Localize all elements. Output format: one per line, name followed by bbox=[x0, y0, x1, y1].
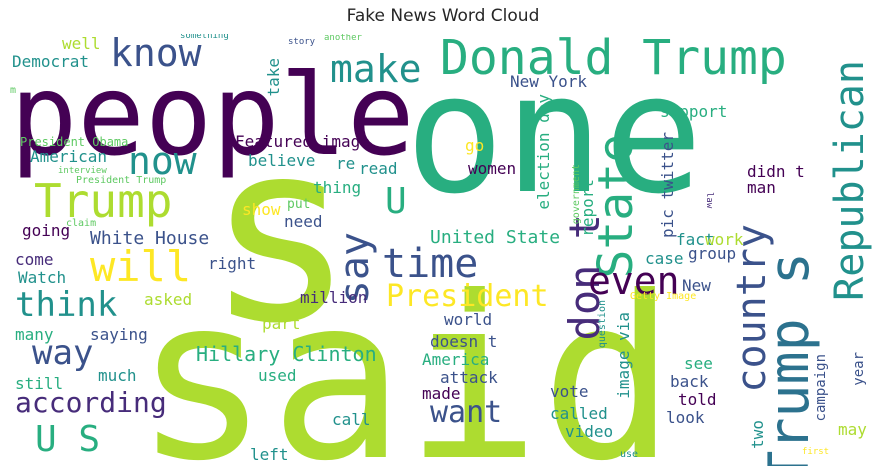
cloud-word-go: go bbox=[465, 136, 485, 155]
cloud-word-first: first bbox=[802, 447, 830, 457]
cloud-word-make: make bbox=[330, 47, 422, 91]
cloud-word-white-house: White House bbox=[90, 228, 210, 249]
cloud-word-vote: vote bbox=[550, 382, 589, 401]
cloud-word-take: take bbox=[264, 58, 283, 97]
cloud-word-video: video bbox=[565, 422, 614, 441]
cloud-word-come: come bbox=[15, 250, 54, 269]
cloud-word-asked: asked bbox=[144, 290, 193, 309]
cloud-word-look: look bbox=[666, 408, 705, 427]
cloud-word-s: s bbox=[205, 87, 356, 378]
cloud-word-part: part bbox=[262, 314, 301, 333]
cloud-word-much: much bbox=[98, 366, 137, 385]
cloud-word-image-via: image via bbox=[614, 312, 633, 399]
cloud-word-going: going bbox=[22, 221, 71, 240]
cloud-word-campaign: campaign bbox=[813, 354, 829, 422]
cloud-word-question: question bbox=[597, 300, 608, 349]
cloud-word-man: man bbox=[747, 178, 776, 197]
cloud-word-president: President bbox=[386, 279, 549, 314]
cloud-word-want: want bbox=[430, 395, 503, 430]
cloud-word-will: will bbox=[90, 242, 192, 291]
cloud-word-claim: claim bbox=[66, 218, 97, 229]
cloud-word-now: now bbox=[128, 139, 197, 183]
cloud-word-said: said bbox=[134, 249, 676, 467]
cloud-word-democrat: Democrat bbox=[12, 52, 90, 71]
cloud-word-saying: saying bbox=[90, 325, 148, 344]
cloud-word-story: story bbox=[288, 37, 316, 47]
cloud-word-women: women bbox=[468, 159, 517, 178]
cloud-word-right: right bbox=[208, 254, 257, 273]
cloud-word-read: read bbox=[359, 159, 398, 178]
cloud-word-know: know bbox=[110, 34, 202, 75]
cloud-word-left: left bbox=[250, 445, 289, 464]
cloud-word-even: even bbox=[588, 259, 680, 303]
cloud-word-united-state: United State bbox=[430, 227, 561, 248]
cloud-word-well: well bbox=[62, 34, 101, 53]
cloud-word-re: re bbox=[336, 154, 356, 173]
cloud-word-think: think bbox=[15, 285, 118, 325]
cloud-word-pic-twitter: pic twitter bbox=[658, 132, 677, 238]
cloud-word-made: made bbox=[422, 384, 461, 403]
cloud-word-support: support bbox=[660, 102, 728, 121]
cloud-word-report: report bbox=[578, 179, 597, 237]
cloud-word-still: still bbox=[15, 374, 64, 393]
cloud-word-called: called bbox=[550, 404, 608, 423]
cloud-word-fact: fact bbox=[676, 230, 715, 249]
cloud-word-u: U bbox=[385, 181, 407, 222]
cloud-word-country: country bbox=[729, 224, 775, 393]
cloud-word-world: world bbox=[444, 310, 493, 329]
cloud-word-donald-trump: Donald Trump bbox=[440, 34, 787, 86]
cloud-word-use: use bbox=[620, 449, 639, 460]
cloud-word-may: may bbox=[838, 420, 867, 439]
cloud-word-thing: thing bbox=[313, 178, 362, 197]
cloud-word-election-day: election day bbox=[534, 94, 553, 210]
cloud-word-president-trump: President Trump bbox=[76, 175, 167, 186]
cloud-word-interview: interview bbox=[58, 166, 107, 176]
cloud-word-two: two bbox=[748, 420, 767, 449]
cloud-word-see: see bbox=[684, 354, 713, 373]
cloud-word-m: m bbox=[10, 85, 17, 96]
figure-title: Fake News Word Cloud bbox=[346, 6, 540, 26]
cloud-word-work: work bbox=[705, 230, 744, 249]
cloud-word-featured-image: Featured image bbox=[235, 132, 370, 151]
cloud-word-didnt: didn t bbox=[747, 162, 805, 181]
word-cloud-canvas: said s one people Donald Trump Trump Trump s kn… bbox=[10, 34, 876, 466]
cloud-word-president-obama: President Obama bbox=[20, 135, 129, 149]
cloud-word-republican: Republican bbox=[827, 60, 873, 301]
cloud-word-hillary-clinton: Hillary Clinton bbox=[196, 342, 377, 366]
cloud-word-trump-big: Trump bbox=[34, 174, 173, 228]
cloud-word-new: New bbox=[682, 276, 711, 295]
cloud-word-people: people bbox=[10, 51, 415, 181]
cloud-word-used: used bbox=[258, 366, 297, 385]
cloud-word-us: U S bbox=[35, 419, 101, 460]
cloud-word-back: back bbox=[670, 372, 709, 391]
cloud-word-million: million bbox=[300, 288, 368, 307]
cloud-word-watch: Watch bbox=[18, 268, 67, 287]
cloud-word-many: many bbox=[15, 325, 54, 344]
cloud-word-america: America bbox=[422, 350, 490, 369]
cloud-word-attack: attack bbox=[440, 368, 498, 387]
cloud-word-show: show bbox=[242, 200, 281, 219]
cloud-word-law: law bbox=[704, 192, 714, 209]
cloud-word-put: put bbox=[287, 197, 311, 212]
cloud-word-another: another bbox=[324, 34, 362, 43]
cloud-word-group: group bbox=[688, 244, 737, 263]
cloud-word-time: time bbox=[382, 241, 479, 287]
cloud-word-something: something bbox=[180, 34, 229, 41]
cloud-word-case: case bbox=[645, 249, 684, 268]
cloud-word-american: American bbox=[30, 147, 108, 166]
cloud-word-way: way bbox=[32, 333, 94, 373]
cloud-word-need: need bbox=[284, 212, 323, 231]
cloud-word-doesnt: doesn t bbox=[430, 332, 498, 351]
cloud-word-year: year bbox=[851, 352, 867, 386]
cloud-word-believe: believe bbox=[248, 151, 316, 170]
cloud-word-according: according bbox=[15, 386, 167, 419]
cloud-word-call: call bbox=[332, 410, 371, 429]
cloud-word-getty-image: Getty Image bbox=[630, 291, 697, 302]
cloud-word-one: one bbox=[405, 38, 704, 230]
cloud-word-new-york: New York bbox=[510, 72, 588, 91]
cloud-word-told: told bbox=[678, 390, 717, 409]
